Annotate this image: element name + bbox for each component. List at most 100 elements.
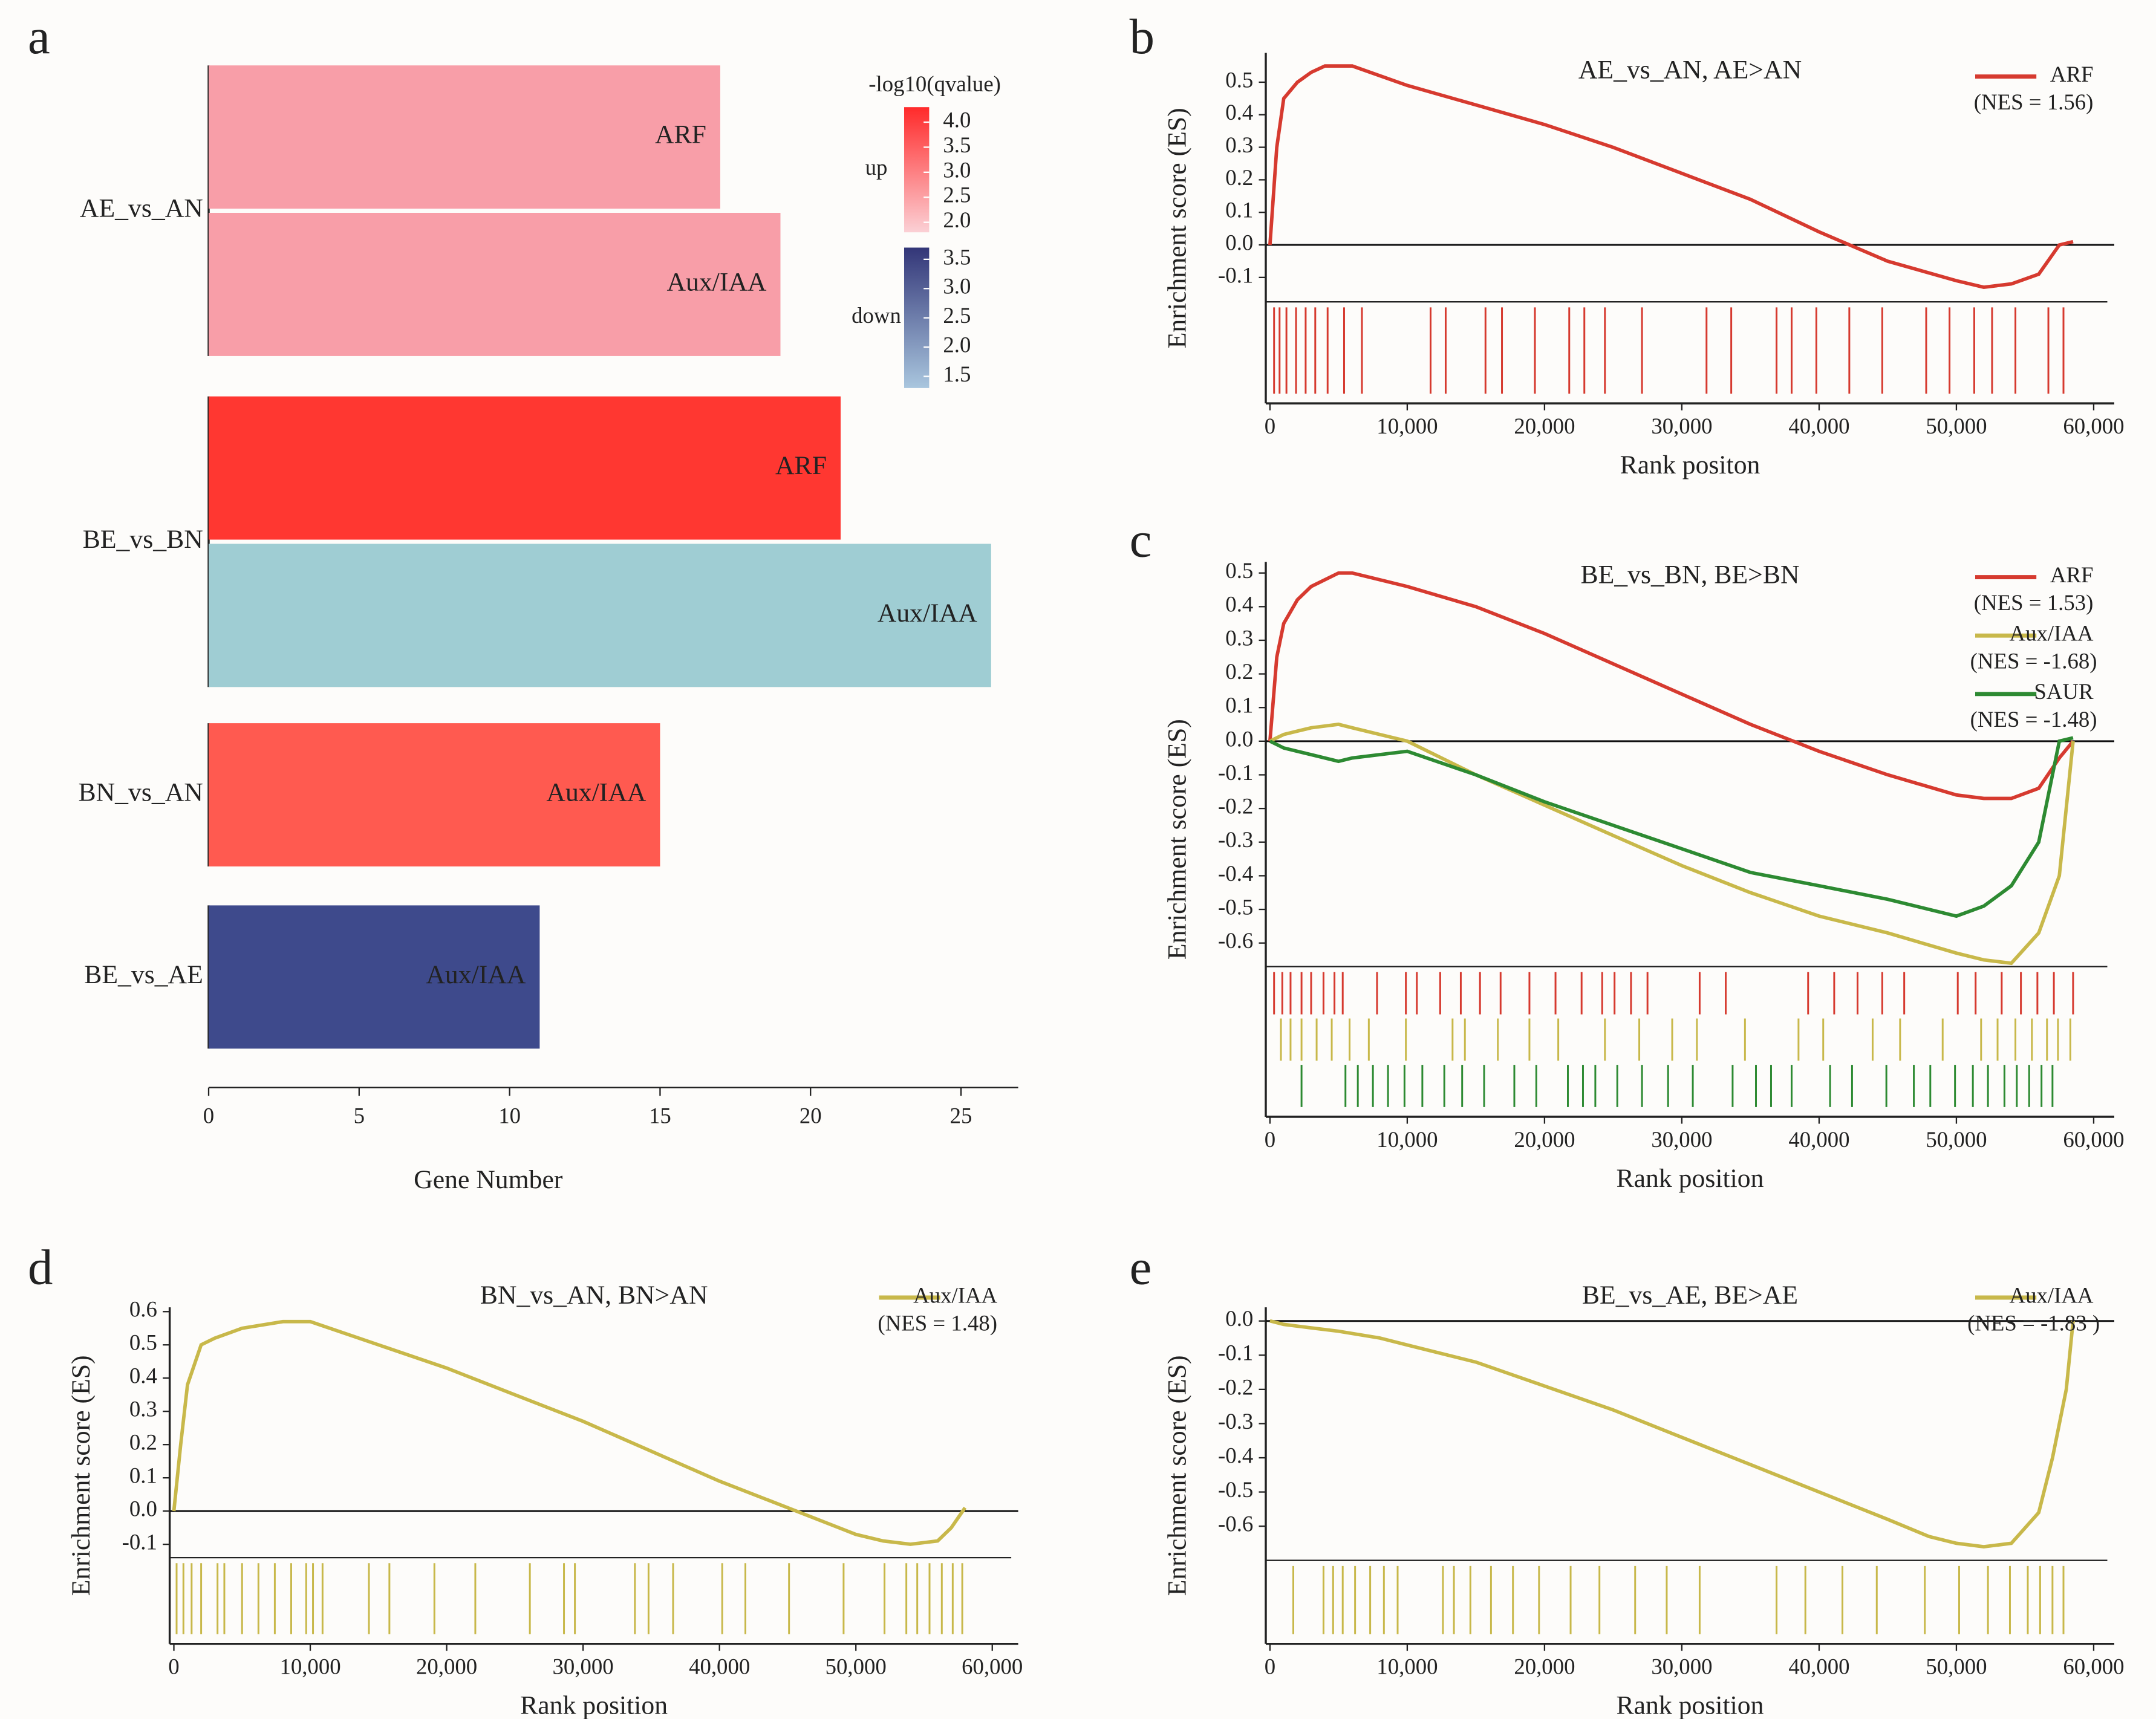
y-tick-label: 0.3 <box>1225 132 1253 157</box>
x-tick-label: 40,000 <box>1788 1654 1849 1679</box>
panel-label: d <box>28 1240 53 1295</box>
chart-title: BN_vs_AN, BN>AN <box>480 1281 708 1310</box>
colorbar <box>904 107 930 233</box>
x-tick-label: 40,000 <box>1788 1127 1849 1152</box>
category-label: AE_vs_AN <box>80 194 203 223</box>
y-tick-label: -0.3 <box>1218 827 1253 852</box>
y-tick-label: -0.3 <box>1218 1409 1253 1434</box>
es-curve <box>1269 736 2074 918</box>
category-label: BE_vs_AE <box>84 960 203 989</box>
colorbar-title: -log10(qvalue) <box>868 71 1001 96</box>
x-axis-label: Rank position <box>1617 1164 1764 1193</box>
y-tick-label: 0.5 <box>1225 67 1253 92</box>
legend-nes: (NES = 1.56) <box>1974 89 2094 114</box>
x-tick-label: 10,000 <box>1376 414 1438 438</box>
y-tick-label: 0.3 <box>1225 625 1253 650</box>
x-tick-label: 30,000 <box>1651 1127 1712 1152</box>
colorbar-tick-label: 3.5 <box>943 244 971 269</box>
colorbar-tick-label: 3.5 <box>943 132 971 157</box>
x-tick-label: 0 <box>168 1654 179 1679</box>
x-tick-label: 50,000 <box>1926 1654 1987 1679</box>
x-axis-label: Rank positon <box>1620 450 1760 479</box>
x-tick-label: 40,000 <box>689 1654 750 1679</box>
legend-nes: (NES = -1.68) <box>1970 649 2097 674</box>
bar-label: Aux/IAA <box>666 267 766 296</box>
chart-title: BE_vs_AE, BE>AE <box>1582 1281 1798 1310</box>
es-curve <box>1268 64 2074 289</box>
x-tick-label: 50,000 <box>826 1654 887 1679</box>
es-curve <box>1268 571 2075 801</box>
colorbar-tick-label: 2.0 <box>943 207 971 232</box>
x-tick-label: 20,000 <box>1514 414 1575 438</box>
bar-label: ARF <box>655 120 706 149</box>
y-tick-label: 0.0 <box>1225 230 1253 255</box>
bar-label: ARF <box>775 451 827 480</box>
es-curve <box>1269 1319 2075 1549</box>
x-tick-label: 10,000 <box>1376 1127 1438 1152</box>
colorbar-tick-label: 1.5 <box>943 362 971 386</box>
y-tick-label: 0.1 <box>1225 198 1253 223</box>
legend-label: ARF <box>2050 62 2094 86</box>
colorbar-tick-label: 3.0 <box>943 274 971 299</box>
colorbar-tick-label: 2.5 <box>943 303 971 328</box>
bar <box>209 905 540 1049</box>
y-axis-label: Enrichment score (ES) <box>1162 719 1191 960</box>
x-tick-label: 0 <box>1265 414 1275 438</box>
y-tick-label: -0.2 <box>1218 794 1253 819</box>
colorbar-tick-label: 3.0 <box>943 157 971 182</box>
y-tick-label: 0.3 <box>129 1397 157 1422</box>
y-tick-label: 0.4 <box>1225 592 1253 617</box>
x-tick-label: 10,000 <box>1376 1654 1438 1679</box>
y-tick-label: 0.5 <box>1225 558 1253 583</box>
legend-label: Aux/IAA <box>2010 1282 2094 1307</box>
x-tick-label: 0 <box>1265 1127 1275 1152</box>
y-tick-label: 0.0 <box>1225 726 1253 751</box>
y-tick-label: -0.4 <box>1218 1443 1253 1467</box>
y-tick-label: 0.5 <box>129 1330 157 1355</box>
y-tick-label: 0.4 <box>1225 100 1253 125</box>
legend-nes: (NES = -1.83 ) <box>1967 1310 2100 1335</box>
x-tick-label: 0 <box>1265 1654 1275 1679</box>
bar <box>209 544 991 687</box>
x-tick-label: 0 <box>203 1103 214 1128</box>
y-tick-label: -0.6 <box>1218 1512 1253 1536</box>
y-tick-label: 0.6 <box>129 1297 157 1322</box>
colorbar-name: down <box>852 303 901 328</box>
chart-title: BE_vs_BN, BE>BN <box>1580 561 1799 590</box>
y-tick-label: 0.1 <box>129 1463 157 1488</box>
panel-label: a <box>28 8 50 64</box>
legend-label: Aux/IAA <box>2010 621 2094 646</box>
x-axis-label: Rank position <box>520 1691 668 1719</box>
panel-label: c <box>1130 512 1152 568</box>
bar-label: Aux/IAA <box>878 599 977 628</box>
es-curve <box>172 1319 967 1546</box>
legend-nes: (NES = -1.48) <box>1970 707 2097 732</box>
x-tick-label: 60,000 <box>2063 1654 2124 1679</box>
y-tick-label: 0.0 <box>129 1496 157 1521</box>
panel-label: e <box>1130 1240 1152 1295</box>
y-tick-label: 0.2 <box>1225 165 1253 190</box>
x-tick-label: 5 <box>354 1103 365 1128</box>
y-tick-label: -0.4 <box>1218 861 1253 886</box>
chart-title: AE_vs_AN, AE>AN <box>1578 56 1802 85</box>
bar-label: Aux/IAA <box>546 778 646 807</box>
colorbar-tick-label: 4.0 <box>943 107 971 132</box>
y-axis-label: Enrichment score (ES) <box>1162 108 1191 348</box>
y-tick-label: -0.1 <box>1218 262 1253 287</box>
bar <box>209 65 720 209</box>
y-tick-label: -0.6 <box>1218 928 1253 953</box>
y-axis-label: Enrichment score (ES) <box>1162 1355 1191 1596</box>
x-tick-label: 60,000 <box>2063 414 2124 438</box>
bar-label: Aux/IAA <box>426 960 526 989</box>
y-tick-label: -0.2 <box>1218 1374 1253 1399</box>
y-tick-label: 0.0 <box>1225 1306 1253 1331</box>
y-tick-label: -0.5 <box>1218 894 1253 919</box>
x-tick-label: 60,000 <box>962 1654 1023 1679</box>
bar <box>209 396 841 540</box>
x-tick-label: 30,000 <box>553 1654 614 1679</box>
x-tick-label: 25 <box>950 1103 972 1128</box>
y-tick-label: 0.1 <box>1225 693 1253 718</box>
y-tick-label: 0.4 <box>129 1363 157 1388</box>
